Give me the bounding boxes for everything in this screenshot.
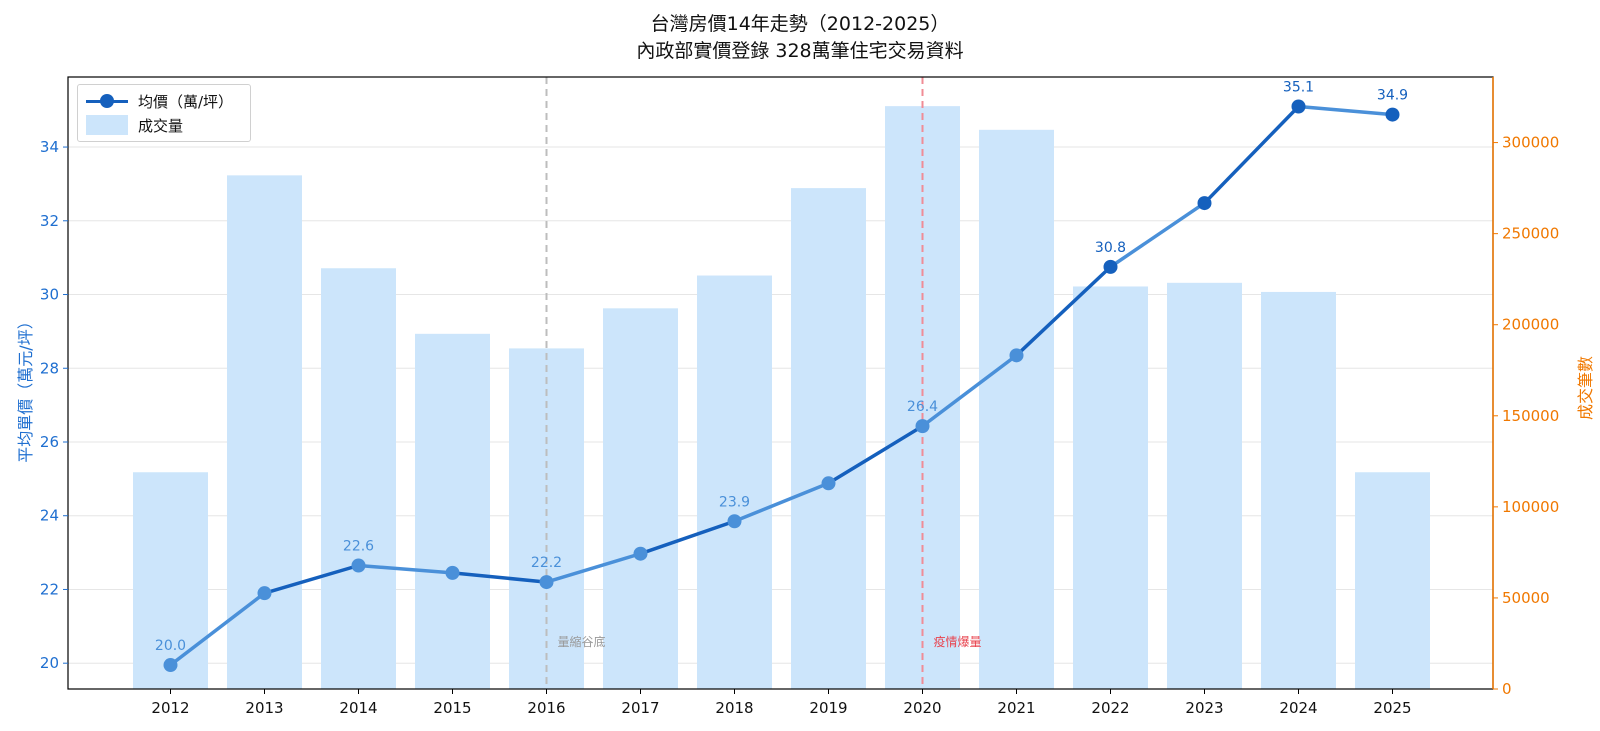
y-left-tick-label: 22 bbox=[40, 580, 59, 598]
bar-volume-2017 bbox=[603, 308, 678, 689]
x-tick-label-2019: 2019 bbox=[809, 699, 847, 717]
legend-item-volume: 成交量 bbox=[86, 115, 183, 135]
y-right-tick-label: 100000 bbox=[1502, 498, 1559, 516]
x-tick-label-2022: 2022 bbox=[1091, 699, 1129, 717]
annotation-label-2020: 疫情爆量 bbox=[934, 634, 982, 649]
y-left-tick-label: 28 bbox=[40, 359, 59, 377]
x-tick-label-2023: 2023 bbox=[1185, 699, 1223, 717]
x-tick-label-2017: 2017 bbox=[621, 699, 659, 717]
x-tick-label-2018: 2018 bbox=[715, 699, 753, 717]
bar-volume-2023 bbox=[1167, 282, 1242, 689]
line-segment bbox=[638, 519, 737, 556]
line-segment bbox=[1108, 201, 1207, 269]
annotation-label-2016: 量縮谷底 bbox=[558, 634, 606, 649]
data-label-2016: 22.2 bbox=[531, 555, 562, 571]
y-left-tick-label: 26 bbox=[40, 433, 59, 451]
data-label-2022: 30.8 bbox=[1095, 240, 1126, 256]
point-price-2021 bbox=[1009, 348, 1024, 363]
point-price-2024 bbox=[1291, 99, 1306, 114]
x-tick-label-2021: 2021 bbox=[997, 699, 1035, 717]
y-right-tick-label: 200000 bbox=[1502, 316, 1559, 334]
legend-label-price: 均價（萬/坪） bbox=[138, 92, 234, 111]
legend-item-price: 均價（萬/坪） bbox=[86, 91, 233, 111]
line-segment bbox=[826, 424, 925, 486]
legend-bar-swatch bbox=[86, 115, 128, 135]
chart-subtitle: 內政部實價登錄 328萬筆住宅交易資料 bbox=[636, 40, 964, 62]
bar-volume-2013 bbox=[227, 175, 302, 689]
x-tick-label-2014: 2014 bbox=[339, 699, 377, 717]
point-price-2019 bbox=[821, 476, 836, 491]
data-label-2018: 23.9 bbox=[719, 494, 750, 510]
data-label-2024: 35.1 bbox=[1283, 79, 1314, 95]
y-left-tick-label: 34 bbox=[40, 138, 59, 156]
legend: 均價（萬/坪） 成交量 bbox=[77, 84, 251, 142]
y-right-tick-label: 300000 bbox=[1502, 134, 1559, 152]
line-segment bbox=[920, 353, 1019, 428]
x-tick-label-2025: 2025 bbox=[1373, 699, 1411, 717]
point-price-2018 bbox=[727, 514, 742, 529]
chart-title: 台灣房價14年走勢（2012-2025） bbox=[650, 13, 950, 35]
point-price-2012 bbox=[163, 658, 178, 673]
bar-volume-2018 bbox=[697, 275, 772, 689]
y-left-tick-label: 20 bbox=[40, 654, 59, 672]
y-right-tick-label: 150000 bbox=[1502, 407, 1559, 425]
line-segment bbox=[1014, 265, 1113, 358]
point-price-2015 bbox=[445, 565, 460, 580]
y-left-tick-label: 30 bbox=[40, 286, 59, 304]
bar-volume-2024 bbox=[1261, 291, 1336, 689]
data-label-2014: 22.6 bbox=[343, 538, 374, 554]
y-axis-left-label: 平均單價（萬元/坪） bbox=[16, 313, 35, 463]
line-segment bbox=[168, 591, 267, 667]
bar-volume-2020 bbox=[885, 106, 960, 689]
bar-volume-2025 bbox=[1355, 472, 1430, 689]
bar-volume-2021 bbox=[979, 129, 1054, 690]
point-price-2016 bbox=[539, 575, 554, 590]
point-price-2013 bbox=[257, 586, 272, 601]
point-price-2023 bbox=[1197, 196, 1212, 211]
line-segment bbox=[1202, 104, 1301, 205]
y-axis-right-label: 成交筆數 bbox=[1576, 355, 1595, 421]
point-price-2017 bbox=[633, 546, 648, 561]
bar-volume-2022 bbox=[1073, 286, 1148, 689]
point-price-2025 bbox=[1385, 107, 1400, 122]
line-segment bbox=[262, 563, 361, 595]
bar-volume-2012 bbox=[133, 472, 208, 689]
data-label-2020: 26.4 bbox=[907, 399, 938, 415]
line-segment bbox=[356, 563, 455, 575]
y-left-tick-label: 24 bbox=[40, 507, 59, 525]
line-segment bbox=[450, 571, 549, 584]
line-segment bbox=[1296, 104, 1395, 117]
line-segment bbox=[544, 551, 643, 584]
x-tick-label-2015: 2015 bbox=[433, 699, 471, 717]
bar-volume-2014 bbox=[321, 268, 396, 689]
bar-volume-2019 bbox=[791, 188, 866, 689]
point-price-2014 bbox=[351, 558, 366, 573]
y-right-tick-label: 50000 bbox=[1502, 589, 1550, 607]
data-label-2025: 34.9 bbox=[1377, 88, 1408, 104]
y-left-tick-label: 32 bbox=[40, 212, 59, 230]
x-tick-label-2012: 2012 bbox=[151, 699, 189, 717]
line-segment bbox=[732, 481, 831, 524]
point-price-2022 bbox=[1103, 259, 1118, 274]
legend-line-swatch bbox=[86, 91, 128, 111]
x-tick-label-2024: 2024 bbox=[1279, 699, 1317, 717]
data-label-2012: 20.0 bbox=[155, 638, 186, 654]
x-tick-label-2016: 2016 bbox=[527, 699, 565, 717]
x-tick-label-2020: 2020 bbox=[903, 699, 941, 717]
y-right-tick-label: 0 bbox=[1502, 680, 1512, 698]
x-tick-label-2013: 2013 bbox=[245, 699, 283, 717]
legend-label-volume: 成交量 bbox=[138, 116, 184, 135]
bar-volume-2015 bbox=[415, 333, 490, 689]
point-price-2020 bbox=[915, 419, 930, 434]
y-right-tick-label: 250000 bbox=[1502, 225, 1559, 243]
